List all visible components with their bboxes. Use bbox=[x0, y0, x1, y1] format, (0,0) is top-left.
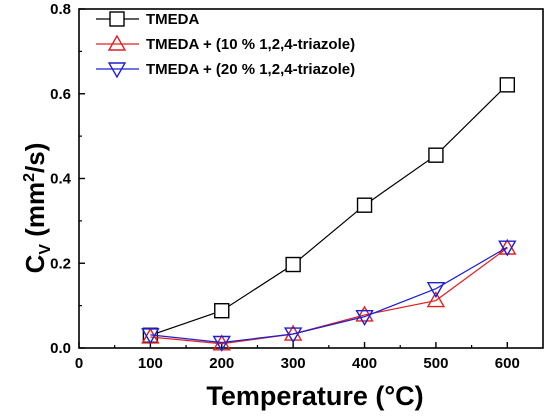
y-tick-label: 0.8 bbox=[50, 1, 71, 18]
x-tick-label: 0 bbox=[75, 355, 83, 372]
series-tmeda-20pct-triazole bbox=[141, 240, 517, 352]
series-line-tmeda-20pct-triazole bbox=[150, 246, 508, 344]
y-axis-title-unit-end: /s) bbox=[20, 143, 50, 173]
data-point bbox=[212, 335, 231, 352]
y-tick-label: 0.6 bbox=[50, 86, 71, 103]
axes-frame bbox=[78, 8, 544, 349]
data-point bbox=[283, 327, 303, 344]
data-point bbox=[355, 309, 374, 327]
data-point bbox=[285, 256, 301, 273]
legend: TMEDA TMEDA + (10 % 1,2,4-triazole) TMEDA … bbox=[96, 11, 355, 79]
x-tick-label: 400 bbox=[352, 355, 377, 372]
x-tick-label: 300 bbox=[281, 355, 306, 372]
legend-marker bbox=[107, 34, 127, 51]
data-point bbox=[355, 305, 374, 322]
x-axis-title: Temperature (°C) bbox=[206, 381, 423, 411]
y-axis-title-sub: V bbox=[37, 244, 54, 255]
y-axis-title-sup: 2 bbox=[21, 173, 38, 182]
legend-item-tmeda-10pct-triazole: TMEDA + (10 % 1,2,4-triazole) bbox=[96, 34, 355, 53]
data-point bbox=[214, 303, 230, 319]
data-point bbox=[356, 197, 373, 213]
data-point bbox=[428, 147, 444, 163]
series-tmeda-10pct-triazole bbox=[141, 238, 517, 351]
y-tick-label: 0.4 bbox=[50, 171, 72, 188]
series-layer bbox=[141, 77, 517, 352]
series-line-tmeda bbox=[150, 84, 508, 336]
data-point bbox=[141, 328, 160, 345]
legend-marker bbox=[109, 11, 125, 27]
y-axis-title-unit: (mm bbox=[20, 182, 50, 244]
legend-item-tmeda: TMEDA bbox=[96, 11, 199, 28]
legend-label: TMEDA + (20 % 1,2,4-triazole) bbox=[146, 61, 355, 78]
legend-label: TMEDA bbox=[146, 11, 199, 28]
series-line-tmeda-10pct-triazole bbox=[150, 247, 508, 345]
y-axis-title-main: C bbox=[20, 254, 50, 273]
legend-label: TMEDA + (10 % 1,2,4-triazole) bbox=[146, 36, 355, 53]
y-tick-label: 0.0 bbox=[50, 340, 71, 357]
data-point bbox=[499, 77, 516, 93]
legend-item-tmeda-20pct-triazole: TMEDA + (20 % 1,2,4-triazole) bbox=[96, 61, 355, 79]
data-point bbox=[498, 240, 517, 257]
legend-marker bbox=[107, 62, 127, 79]
y-axis-title: CV (mm2/s) bbox=[20, 143, 54, 274]
x-tick-label: 600 bbox=[495, 355, 520, 372]
data-point bbox=[426, 281, 446, 299]
y-tick-label: 0.2 bbox=[50, 255, 71, 272]
data-point bbox=[426, 291, 446, 308]
series-tmeda bbox=[142, 77, 516, 343]
x-tick-label: 100 bbox=[138, 355, 163, 372]
plot-frame bbox=[78, 8, 544, 349]
axis-ticks: 0 100 200 300 400 500 600 0.0 0.2 0.4 0.6 0.8 bbox=[50, 1, 520, 372]
x-tick-label: 200 bbox=[209, 355, 234, 372]
x-tick-label: 500 bbox=[423, 355, 448, 372]
